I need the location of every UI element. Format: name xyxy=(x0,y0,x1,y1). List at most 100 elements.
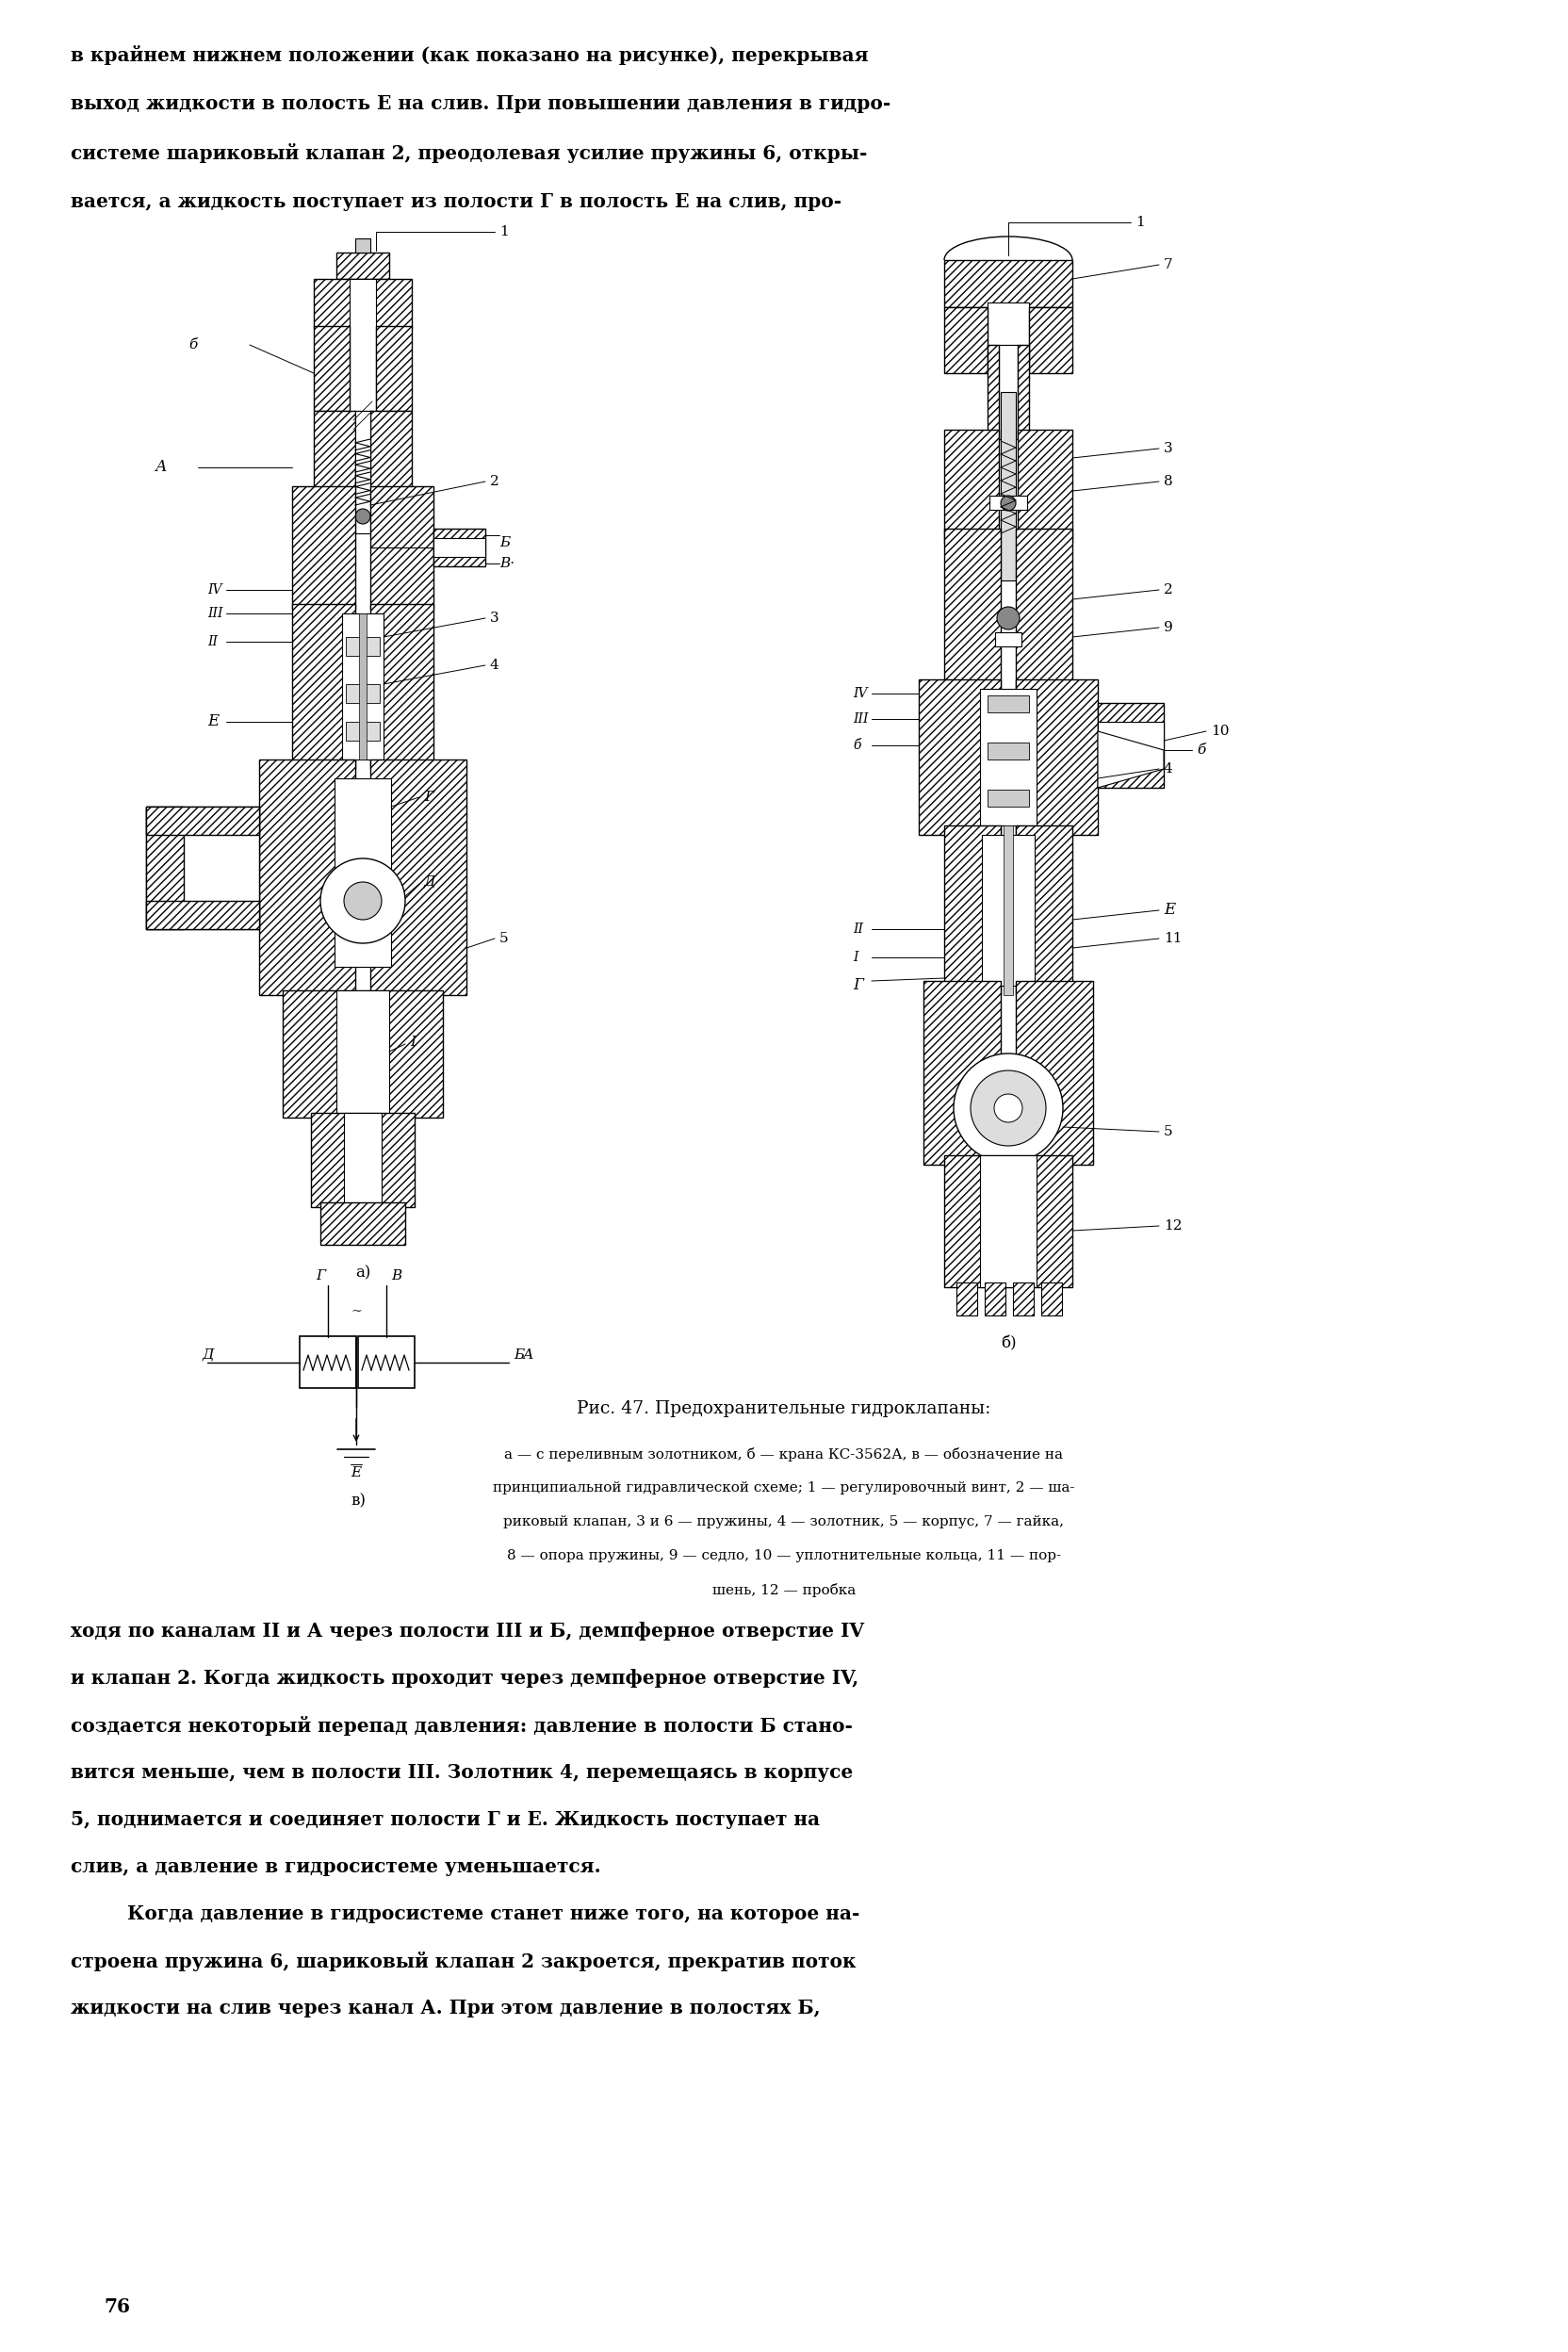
Bar xyxy=(1029,308,1073,374)
Bar xyxy=(347,637,379,656)
Text: вается, а жидкость поступает из полости Г в полость Е на слив, про-: вается, а жидкость поступает из полости … xyxy=(71,193,842,212)
Text: ~: ~ xyxy=(351,1305,362,1317)
Text: А: А xyxy=(155,459,168,475)
Bar xyxy=(433,529,485,567)
Bar xyxy=(1098,703,1163,788)
Bar xyxy=(282,990,442,1117)
Bar xyxy=(1013,1282,1033,1315)
Bar xyxy=(989,496,1027,510)
Bar xyxy=(320,1202,405,1244)
Text: 5: 5 xyxy=(1163,1124,1173,1138)
Text: III: III xyxy=(853,713,869,724)
Text: 76: 76 xyxy=(103,2298,130,2317)
Text: II: II xyxy=(853,922,862,936)
Bar xyxy=(944,826,1000,995)
Bar xyxy=(146,901,259,929)
Bar xyxy=(146,807,259,835)
Text: вится меньше, чем в полости III. Золотник 4, перемещаясь в корпусе: вится меньше, чем в полости III. Золотни… xyxy=(71,1764,853,1783)
Circle shape xyxy=(1000,496,1016,510)
Text: 8 — опора пружины, 9 — седло, 10 — уплотнительные кольца, 11 — пор-: 8 — опора пружины, 9 — седло, 10 — уплот… xyxy=(506,1550,1062,1562)
Bar xyxy=(146,807,259,929)
Circle shape xyxy=(356,508,370,524)
Text: в крайнем нижнем положении (как показано на рисунке), перекрывая: в крайнем нижнем положении (как показано… xyxy=(71,45,869,66)
Text: В·: В· xyxy=(500,557,514,569)
Text: жидкости на слив через канал А. При этом давление в полостях Б,: жидкости на слив через канал А. При этом… xyxy=(71,1999,820,2018)
Text: 11: 11 xyxy=(1163,931,1182,946)
Text: 2: 2 xyxy=(489,475,499,489)
Text: Рис. 47. Предохранительные гидроклапаны:: Рис. 47. Предохранительные гидроклапаны: xyxy=(577,1399,991,1418)
Text: IV: IV xyxy=(207,583,223,597)
Bar xyxy=(1016,529,1073,694)
Text: б): б) xyxy=(1000,1336,1016,1352)
Bar xyxy=(1098,722,1163,769)
Bar xyxy=(1016,680,1098,835)
Bar xyxy=(356,238,370,252)
Text: а): а) xyxy=(354,1265,370,1282)
Text: 4: 4 xyxy=(489,659,499,673)
Text: выход жидкости в полость Е на слив. При повышении давления в гидро-: выход жидкости в полость Е на слив. При … xyxy=(71,94,891,113)
Circle shape xyxy=(994,1094,1022,1122)
Text: II: II xyxy=(207,635,218,649)
Text: 5, поднимается и соединяет полости Г и Е. Жидкость поступает на: 5, поднимается и соединяет полости Г и Е… xyxy=(71,1811,820,1830)
Bar xyxy=(944,430,999,543)
Text: 5: 5 xyxy=(500,931,508,946)
Bar xyxy=(996,633,1021,647)
Bar xyxy=(370,487,433,609)
Bar xyxy=(337,990,389,1117)
Bar xyxy=(1016,981,1093,1164)
Bar xyxy=(944,308,988,374)
Circle shape xyxy=(971,1070,1046,1145)
Text: 1: 1 xyxy=(1135,216,1145,228)
Bar xyxy=(358,1336,414,1388)
Text: системе шариковый клапан 2, преодолевая усилие пружины 6, откры-: системе шариковый клапан 2, преодолевая … xyxy=(71,143,867,162)
Bar xyxy=(292,487,356,609)
Text: Г: Г xyxy=(315,1270,325,1282)
Text: 1: 1 xyxy=(500,226,508,238)
Bar xyxy=(314,280,412,327)
Text: и клапан 2. Когда жидкость проходит через демпферное отверстие IV,: и клапан 2. Когда жидкость проходит чере… xyxy=(71,1670,859,1689)
Bar xyxy=(1004,826,1013,995)
Bar xyxy=(376,327,412,412)
Text: А: А xyxy=(524,1348,533,1362)
Text: I: I xyxy=(409,1035,416,1049)
Text: В: В xyxy=(390,1270,401,1282)
Text: 12: 12 xyxy=(1163,1218,1182,1232)
Circle shape xyxy=(997,607,1019,630)
Text: строена пружина 6, шариковый клапан 2 закроется, прекратив поток: строена пружина 6, шариковый клапан 2 за… xyxy=(71,1952,856,1971)
Bar xyxy=(924,981,1000,1164)
Bar xyxy=(342,614,384,760)
Bar xyxy=(1018,346,1029,440)
Text: ходя по каналам II и А через полости III и Б, демпферное отверстие IV: ходя по каналам II и А через полости III… xyxy=(71,1623,864,1642)
Bar xyxy=(347,722,379,741)
Bar xyxy=(370,760,466,995)
Bar xyxy=(370,412,412,496)
Bar xyxy=(982,835,1035,985)
Text: шень, 12 — пробка: шень, 12 — пробка xyxy=(712,1583,856,1597)
Text: Б: Б xyxy=(500,536,510,550)
Bar xyxy=(314,412,356,496)
Text: Д: Д xyxy=(423,875,436,889)
Text: I: I xyxy=(853,950,858,964)
Text: слив, а давление в гидросистеме уменьшается.: слив, а давление в гидросистеме уменьшае… xyxy=(71,1858,601,1877)
Bar xyxy=(359,614,367,760)
Text: 3: 3 xyxy=(1163,442,1173,456)
Bar xyxy=(353,412,372,430)
Circle shape xyxy=(320,858,405,943)
Bar xyxy=(299,1336,356,1388)
Bar xyxy=(334,779,390,967)
Bar xyxy=(988,743,1029,760)
Bar xyxy=(944,1155,1073,1287)
Text: 3: 3 xyxy=(489,612,499,626)
Text: б: б xyxy=(188,339,198,350)
Bar xyxy=(310,1112,414,1207)
Text: 2: 2 xyxy=(1163,583,1173,597)
Text: III: III xyxy=(207,607,223,621)
Bar xyxy=(980,1155,1036,1287)
Bar xyxy=(956,1282,977,1315)
Bar xyxy=(944,529,1000,694)
Text: IV: IV xyxy=(853,687,867,701)
Bar xyxy=(1018,430,1073,543)
Bar xyxy=(356,412,370,534)
Text: Е: Е xyxy=(1163,903,1174,917)
Text: 8: 8 xyxy=(1163,475,1173,489)
